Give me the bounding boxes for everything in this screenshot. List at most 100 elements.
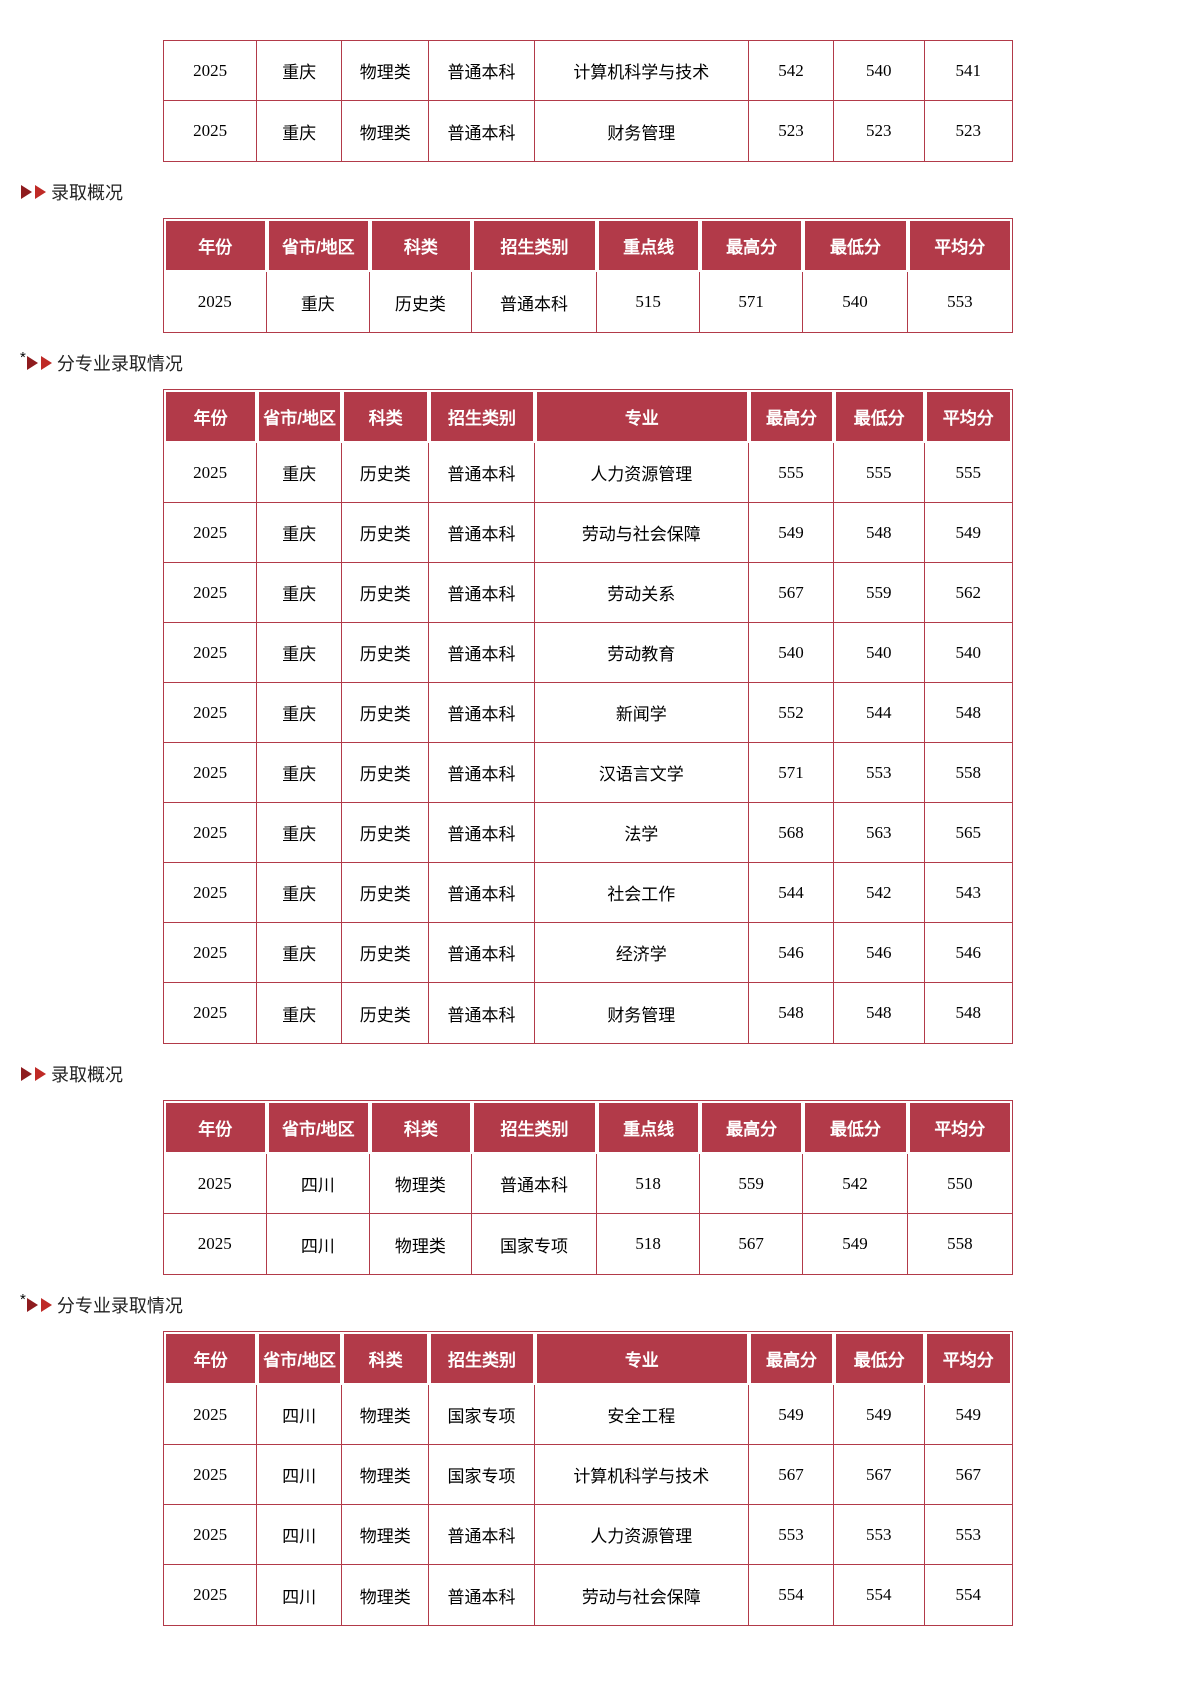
table-cell: 人力资源管理 <box>534 1505 750 1565</box>
table-cell: 542 <box>749 41 834 101</box>
table-cell: 历史类 <box>342 503 430 563</box>
table-cell: 549 <box>749 503 834 563</box>
section-heading-label: 录取概况 <box>51 1065 123 1085</box>
table-header-row: 年份 省市/地区 科类 招生类别 重点线 最高分 最低分 平均分 <box>164 1101 1012 1154</box>
admission-overview-table: 年份 省市/地区 科类 招生类别 重点线 最高分 最低分 平均分 2025 重庆 历史类 普通本科 51… <box>163 218 1013 333</box>
column-header: 平均分 <box>924 1332 1012 1385</box>
table-cell: 543 <box>924 863 1012 923</box>
table-cell: 548 <box>749 983 834 1043</box>
table-cell: 普通本科 <box>471 1154 598 1214</box>
column-header: 科类 <box>370 1101 472 1154</box>
table-cell: 普通本科 <box>429 503 535 563</box>
table-cell: 567 <box>924 1445 1012 1505</box>
table-row: 2025 四川 物理类 国家专项 518 567 549 558 <box>164 1214 1012 1274</box>
admission-table-fragment: 2025 重庆 物理类 普通本科 计算机科学与技术 542 540 541 2025 重庆 物理类普… <box>163 40 1013 162</box>
table-cell: 549 <box>749 1385 834 1445</box>
table-cell: 544 <box>833 683 925 743</box>
table-cell: 518 <box>597 1214 700 1274</box>
table-cell: 553 <box>833 1505 925 1565</box>
table-row: 2025 重庆 历史类 普通本科 社会工作 544 542 543 <box>164 863 1012 923</box>
column-header: 最低分 <box>833 390 925 443</box>
table-cell: 549 <box>924 1385 1012 1445</box>
table-cell: 普通本科 <box>429 1565 535 1625</box>
table-cell: 2025 <box>164 503 258 563</box>
section-heading-label: 分专业录取情况 <box>56 354 183 374</box>
column-header: 科类 <box>342 1332 430 1385</box>
table-cell: 523 <box>749 101 834 161</box>
table-cell: 567 <box>749 563 834 623</box>
table-cell: 2025 <box>164 863 258 923</box>
table-cell: 历史类 <box>342 983 430 1043</box>
table-cell: 汉语言文学 <box>534 743 750 803</box>
table-cell: 2025 <box>164 1565 258 1625</box>
table-cell: 2025 <box>164 683 258 743</box>
table-cell: 553 <box>924 1505 1012 1565</box>
table-cell: 物理类 <box>342 1565 430 1625</box>
table-cell: 劳动关系 <box>534 563 750 623</box>
table-cell: 历史类 <box>370 272 472 332</box>
table-cell: 540 <box>749 623 834 683</box>
table-cell: 重庆 <box>257 863 343 923</box>
column-header: 科类 <box>370 219 472 272</box>
column-header: 省市/地区 <box>266 219 371 272</box>
column-header: 平均分 <box>907 219 1012 272</box>
table-cell: 国家专项 <box>429 1385 535 1445</box>
table-cell: 国家专项 <box>472 1214 598 1274</box>
table-cell: 普通本科 <box>429 683 535 743</box>
table-cell: 571 <box>749 743 834 803</box>
column-header: 省市/地区 <box>257 1332 343 1385</box>
table-cell: 567 <box>700 1214 804 1274</box>
table-cell: 542 <box>803 1154 908 1214</box>
table-cell: 546 <box>924 923 1012 983</box>
table-cell: 555 <box>924 443 1012 503</box>
table-row: 2025 重庆 历史类 普通本科 汉语言文学 571 553 558 <box>164 743 1012 803</box>
table-cell: 2025 <box>164 563 258 623</box>
column-header: 重点线 <box>597 219 700 272</box>
admission-overview-table: 年份 省市/地区 科类 招生类别 重点线 最高分 最低分 平均分 2025 四川 物理类 普通本科 51… <box>163 1100 1013 1275</box>
table-cell: 物理类 <box>342 1385 430 1445</box>
column-header: 招生类别 <box>471 1101 598 1154</box>
table-cell: 2025 <box>164 101 258 161</box>
table-cell: 546 <box>749 923 834 983</box>
table-cell: 548 <box>833 503 925 563</box>
table-cell: 2025 <box>164 803 258 863</box>
arrow-icon <box>40 356 52 370</box>
column-header: 重点线 <box>597 1101 700 1154</box>
table-cell: 548 <box>834 983 925 1043</box>
table-cell: 554 <box>749 1565 834 1625</box>
section-heading-label: 录取概况 <box>51 183 123 203</box>
table-cell: 518 <box>597 1154 700 1214</box>
table-cell: 567 <box>833 1445 925 1505</box>
table-cell: 历史类 <box>342 683 430 743</box>
table-cell: 2025 <box>164 743 258 803</box>
table-cell: 普通本科 <box>429 623 535 683</box>
table-cell: 549 <box>833 1385 925 1445</box>
section-heading: * 分专业录取情况 <box>20 1292 1190 1317</box>
table-row: 2025 重庆 历史类 普通本科 财务管理 548 548 548 <box>164 983 1012 1043</box>
table-cell: 历史类 <box>342 623 430 683</box>
table-cell: 重庆 <box>257 41 343 101</box>
table-row: 2025 重庆 历史类 普通本科 劳动教育 540 540 540 <box>164 623 1012 683</box>
table-cell: 物理类 <box>342 101 430 161</box>
table-cell: 财务管理 <box>535 983 750 1043</box>
table-row: 2025 重庆 历史类 普通本科 新闻学 552 544 548 <box>164 683 1012 743</box>
table-row: 2025 四川 物理类 普通本科 518 559 542 550 <box>164 1154 1012 1214</box>
table-cell: 546 <box>833 923 925 983</box>
table-cell: 548 <box>924 683 1012 743</box>
table-cell: 历史类 <box>342 443 430 503</box>
table-cell: 历史类 <box>342 803 430 863</box>
table-cell: 普通本科 <box>429 743 535 803</box>
arrow-icon <box>26 1298 38 1312</box>
table-row: 2025 重庆 历史类 普通本科 经济学 546 546 546 <box>164 923 1012 983</box>
table-cell: 515 <box>597 272 700 332</box>
table-cell: 普通本科 <box>429 1505 535 1565</box>
arrow-icon <box>26 356 38 370</box>
table-cell: 历史类 <box>342 563 430 623</box>
table-row: 2025 重庆 历史类 普通本科 劳动关系 567 559 562 <box>164 563 1012 623</box>
table-cell: 历史类 <box>342 923 430 983</box>
table-cell: 2025 <box>164 623 258 683</box>
table-header-row: 年份 省市/地区 科类 招生类别 专业 最高分 最低分 平均分 <box>164 390 1012 443</box>
table-cell: 重庆 <box>257 923 343 983</box>
table-cell: 计算机科学与技术 <box>534 41 750 101</box>
